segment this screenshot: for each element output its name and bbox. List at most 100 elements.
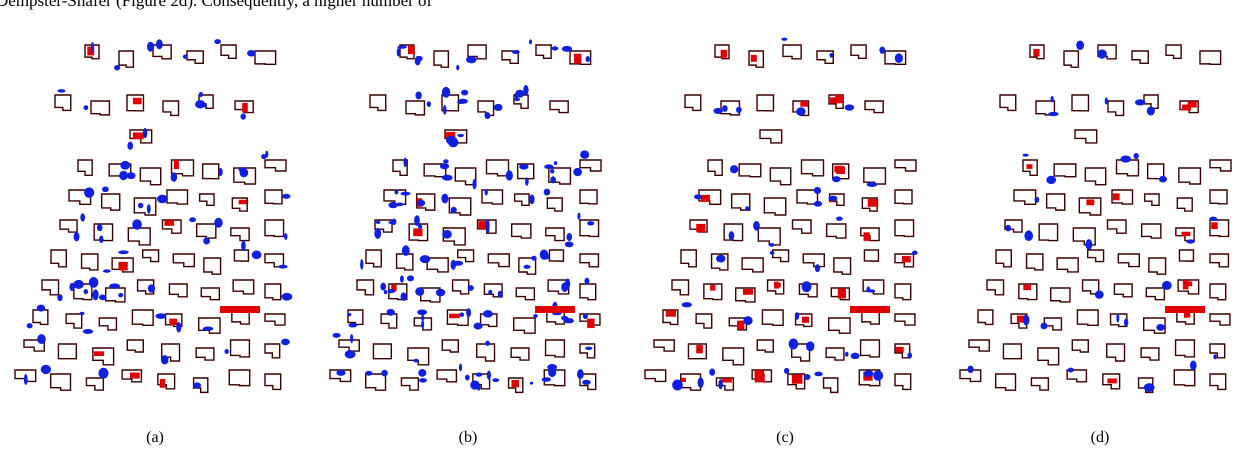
building-outline [132,310,153,325]
blue-detection [395,190,399,194]
building-outline [1118,254,1139,267]
blue-detection [388,221,396,224]
blue-detection [360,259,363,270]
red-detection [838,288,846,298]
blue-detection [413,359,419,363]
building-outline [255,51,276,64]
blue-detection [567,233,573,241]
building-outline [167,190,187,204]
blue-detection [189,217,196,222]
blue-detection [485,341,490,346]
blue-detection [866,287,870,293]
red-detection [666,310,676,316]
building-outline [580,190,597,204]
blue-detection [533,314,538,318]
red-detection [721,50,727,58]
blue-detection [102,186,109,192]
blue-detection [457,134,464,137]
blue-detection [347,313,351,316]
panels: (a)(b)(c)(d) [15,38,1231,446]
blue-detection [240,168,249,177]
blue-detection [468,285,474,291]
panel [960,40,1231,392]
building-outline [895,314,915,325]
blue-detection [218,168,222,176]
blue-detection [240,114,245,120]
blue-detection [387,309,395,316]
building-outline [163,101,179,115]
blue-detection [98,368,108,379]
blue-detection [814,201,822,207]
blue-detection [550,169,554,174]
blue-detection [587,221,594,225]
building-outline [231,228,249,241]
building-outline [1146,288,1164,300]
building-outline [895,284,911,300]
blue-detection [459,313,464,317]
blue-detection [519,164,528,170]
blue-detection [103,269,111,272]
blue-detection [282,293,293,301]
building-outline [128,228,150,245]
red-detection [902,256,911,262]
building-outline [654,340,674,351]
red-detection [587,319,594,328]
building-outline [546,340,565,357]
blue-detection [69,283,74,291]
blue-detection [814,372,822,377]
building-outline [1054,164,1076,177]
blue-detection [1186,239,1195,243]
building-outline [645,370,666,381]
blue-detection [193,382,201,388]
blue-detection [388,202,397,208]
blue-detection [1209,217,1217,221]
building-outline [33,310,48,324]
building-outline [580,160,601,171]
building-outline [1177,198,1192,211]
building-outline [996,250,1011,267]
blue-detection [486,227,489,233]
blue-detection [524,265,531,269]
blue-detection [562,46,572,52]
blue-detection [716,255,726,263]
blue-detection [1159,176,1167,183]
blue-detection [1105,97,1108,104]
blue-detection [336,370,345,376]
building-outline [829,318,850,333]
blue-detection [415,92,421,100]
blue-detection [214,218,222,228]
blue-detection [1147,106,1155,115]
building-outline [234,250,248,261]
building-outline [1039,224,1057,241]
blue-detection [421,320,424,328]
building-outline [42,280,59,295]
blue-detection [84,289,88,294]
blue-detection [74,232,80,241]
blue-detection [542,377,551,382]
blue-detection [176,322,181,333]
red-detection [133,132,144,139]
building-outline [233,280,254,294]
blue-detection [1156,324,1165,331]
red-detection [133,98,142,104]
blue-detection [743,316,752,325]
building-outline [408,348,429,365]
blue-detection [1046,176,1056,184]
building-outline [366,250,381,267]
blue-detection [147,204,151,214]
blue-detection [109,283,120,289]
red-detection [896,347,904,353]
blue-detection [436,289,445,297]
blue-detection [544,189,551,196]
building-outline [1038,348,1059,365]
blue-detection [967,366,973,373]
building-outline [1149,258,1166,274]
red-detection [1026,164,1032,169]
blue-detection [388,289,395,293]
blue-detection [554,161,557,165]
blue-detection [397,48,400,56]
blue-detection [397,45,406,49]
blue-detection [365,371,372,376]
building-outline [196,348,214,360]
blue-detection [80,213,85,221]
